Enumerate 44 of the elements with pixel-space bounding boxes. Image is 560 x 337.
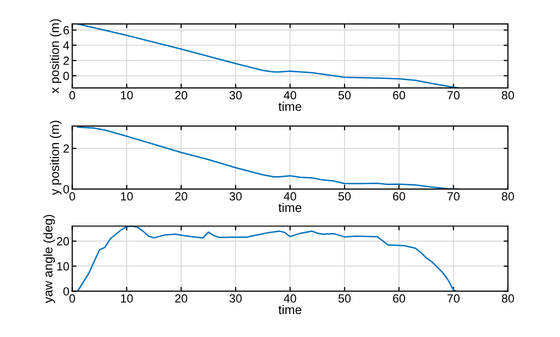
x-tick-label: 30 [230, 91, 242, 100]
y-tick-label: 6 [63, 26, 69, 34]
x-tick-label: 80 [502, 91, 514, 100]
x-tick-label: 20 [175, 192, 188, 201]
x-tick-label: 20 [175, 294, 188, 303]
x-tick-label: 10 [121, 91, 133, 100]
x-tick-label: 60 [393, 192, 406, 201]
x-tick-label: 50 [338, 294, 351, 303]
y-tick-label: 4 [63, 41, 70, 50]
y-tick-label: 0 [63, 287, 69, 296]
y-tick-label: 20 [56, 237, 69, 246]
x-axis-title: time [278, 304, 302, 314]
x-tick-label: 10 [121, 192, 133, 201]
line-series [76, 24, 460, 88]
x-tick-label: 50 [338, 192, 351, 201]
x-tick-label: 0 [69, 294, 76, 303]
x-tick-label: 30 [230, 192, 242, 201]
x-tick-label: 0 [69, 91, 76, 100]
x-tick-label: 70 [448, 294, 460, 303]
x-tick-label: 30 [230, 294, 242, 303]
x-tick-label: 0 [69, 192, 76, 201]
line-series [76, 226, 457, 292]
x-tick-label: 70 [448, 192, 460, 201]
y-tick-label: 0 [63, 72, 69, 80]
y-tick-label: 2 [63, 56, 69, 65]
y-tick-label: 0 [63, 185, 69, 194]
x-axis-title: time [278, 102, 302, 111]
x-tick-label: 40 [284, 91, 296, 100]
x-tick-label: 40 [284, 192, 296, 201]
y-axis-title: x position (m) [50, 19, 62, 94]
x-tick-label: 70 [448, 91, 460, 100]
y-tick-label: 2 [63, 144, 69, 153]
x-tick-label: 80 [502, 294, 514, 303]
y-axis-title: y position (m) [50, 120, 62, 196]
x-tick-label: 10 [121, 294, 133, 303]
x-tick-label: 80 [502, 192, 514, 201]
x-tick-label: 60 [393, 294, 406, 303]
y-tick-label: 10 [57, 262, 69, 271]
x-axis-title: time [278, 202, 302, 212]
x-tick-label: 40 [284, 294, 296, 303]
y-axis-title: yaw angle (deg) [43, 214, 55, 304]
x-tick-label: 60 [393, 91, 406, 100]
x-tick-label: 20 [175, 91, 188, 100]
x-tick-label: 50 [338, 91, 351, 100]
